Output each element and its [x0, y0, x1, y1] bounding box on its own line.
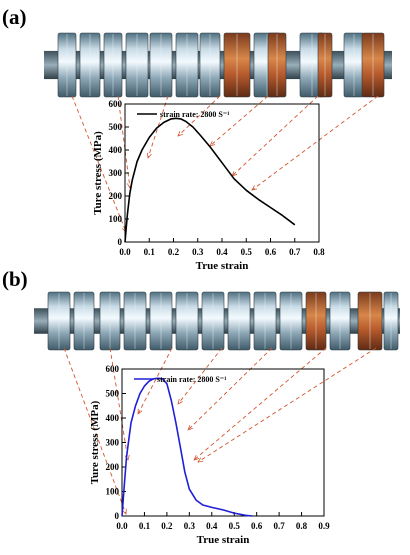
- x-tick-label: 0.4: [216, 247, 228, 257]
- x-tick-label: 0.5: [241, 247, 253, 257]
- x-axis-label: True strain: [197, 534, 250, 546]
- x-tick-label: 0.1: [139, 521, 151, 531]
- legend-label: strain rate: 2800 S⁻¹: [157, 375, 227, 384]
- x-tick-label: 0.4: [206, 521, 218, 531]
- y-tick-label: 600: [109, 99, 123, 109]
- plot-frame: [121, 368, 325, 517]
- x-tick-label: 0.0: [116, 521, 128, 531]
- y-tick-label: 0: [118, 237, 123, 247]
- guide-arrow: [71, 95, 126, 232]
- y-tick-label: 300: [106, 438, 120, 448]
- specimen-strip-b: [34, 291, 400, 351]
- x-tick-label: 0.6: [251, 521, 263, 531]
- specimen-strip-a: [44, 32, 392, 98]
- y-tick-label: 300: [109, 168, 123, 178]
- panel-label-a: (a): [2, 5, 27, 29]
- x-tick-label: 0.9: [318, 521, 330, 531]
- y-tick-label: 100: [109, 214, 123, 224]
- guide-arrow: [63, 347, 126, 514]
- y-tick-label: 500: [109, 122, 123, 132]
- x-tick-label: 0.8: [296, 521, 308, 531]
- x-tick-label: 0.8: [313, 247, 325, 257]
- y-tick-label: 500: [106, 389, 120, 399]
- guide-arrow: [188, 347, 273, 430]
- y-tick-label: 200: [106, 462, 120, 472]
- y-axis-label: Ture stress (MPa): [89, 400, 101, 484]
- guide-arrow: [252, 95, 379, 190]
- guide-arrow: [138, 347, 173, 414]
- guide-arrow: [210, 95, 269, 146]
- x-tick-label: 0.7: [273, 521, 285, 531]
- guide-arrow: [178, 95, 221, 136]
- guide-arrow: [194, 347, 327, 460]
- stress-strain-curve: [124, 117, 296, 243]
- guide-arrow: [109, 347, 128, 460]
- guide-arrow: [148, 95, 169, 158]
- x-tick-label: 0.3: [184, 521, 196, 531]
- guide-arrows-b: [63, 347, 377, 514]
- x-tick-label: 0.7: [289, 247, 301, 257]
- y-tick-label: 200: [109, 191, 123, 201]
- guide-arrow: [232, 95, 319, 176]
- x-axis-label: True strain: [196, 260, 249, 272]
- x-tick-label: 0.3: [192, 247, 204, 257]
- stress-strain-chart-b: 0.0 0.1 0.2 0.3 0.4 0.5 0.6 0.7 0.8 0.9 0 100 200 300…: [89, 364, 330, 546]
- legend-label: strain rate: 2800 S⁻¹: [160, 110, 230, 119]
- panel-label-b: (b): [2, 267, 28, 291]
- y-tick-label: 0: [115, 511, 120, 521]
- stress-strain-curve: [121, 377, 253, 517]
- y-tick-label: 600: [106, 364, 120, 374]
- x-tick-label: 0.6: [265, 247, 277, 257]
- y-tick-label: 400: [109, 145, 123, 155]
- guide-arrow: [178, 347, 223, 404]
- y-axis-label: Ture stress (MPa): [92, 131, 104, 215]
- y-tick-label: 100: [106, 487, 120, 497]
- y-tick-label: 400: [106, 413, 120, 423]
- x-tick-label: 0.2: [161, 521, 173, 531]
- stress-strain-chart-a: 0.0 0.1 0.2 0.3 0.4 0.5 0.6 0.7 0.8 0 100 200 300 400…: [92, 99, 325, 272]
- x-tick-label: 0.0: [119, 247, 131, 257]
- x-tick-label: 0.5: [229, 521, 241, 531]
- x-tick-label: 0.1: [144, 247, 156, 257]
- x-tick-label: 0.2: [168, 247, 180, 257]
- guide-arrow: [198, 347, 377, 462]
